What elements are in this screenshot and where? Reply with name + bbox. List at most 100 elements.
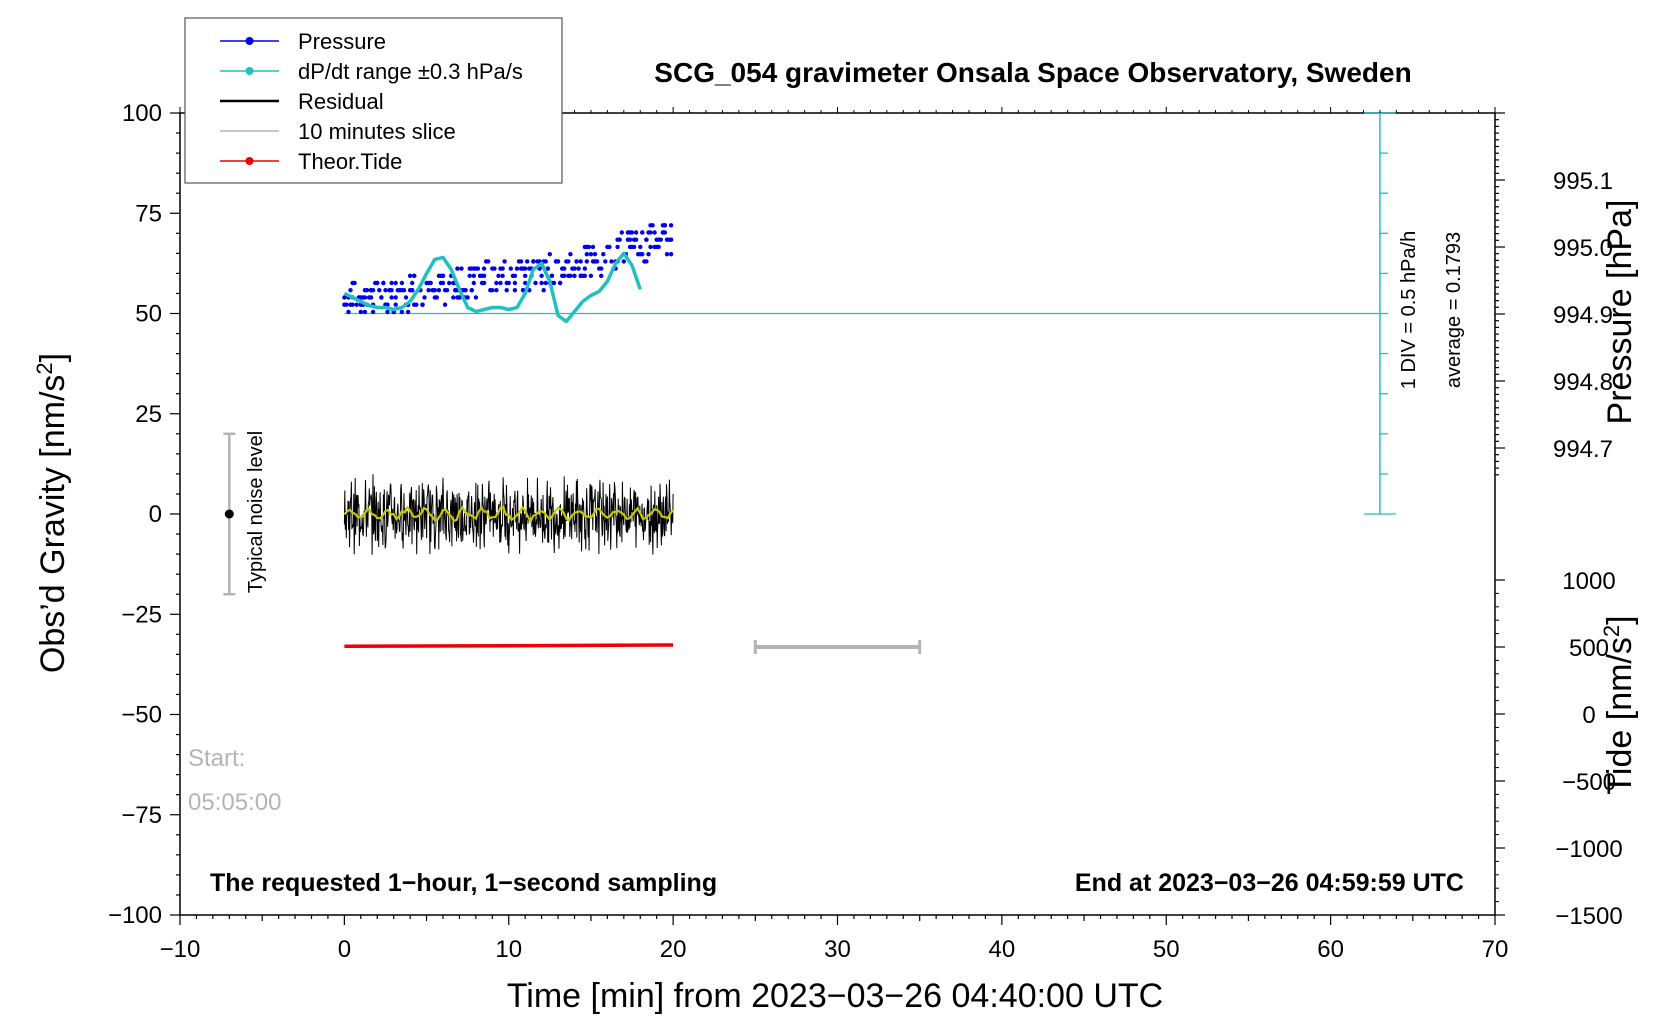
pressure-point [381, 280, 386, 286]
pressure-point [410, 288, 415, 293]
tide-axis-title: Tide [nm/s2] [1599, 615, 1639, 794]
pressure-point [403, 295, 409, 300]
pressure-point [646, 252, 651, 257]
y-left-tick-label: −25 [121, 601, 162, 628]
pressure-point [498, 280, 503, 286]
pressure-point [364, 288, 370, 293]
pressure-point [586, 244, 592, 250]
pressure-point [500, 266, 505, 271]
pressure-point [512, 280, 518, 286]
left-axis-title-close: ] [34, 353, 72, 362]
pressure-point [644, 259, 649, 264]
pressure-point [414, 302, 419, 307]
pressure-point [584, 259, 589, 264]
pressure-point [455, 266, 460, 271]
pressure-point [502, 259, 507, 264]
left-axis-title-sup: 2 [32, 362, 57, 374]
pressure-point [481, 266, 487, 271]
pressure-point [494, 288, 499, 293]
pressure-point [401, 288, 407, 293]
pressure-point [662, 230, 668, 235]
pressure-point [601, 252, 606, 257]
pressure-point [344, 302, 349, 307]
pressure-point [541, 288, 546, 293]
x-tick-label: 0 [338, 936, 351, 963]
legend-label: dP/dt range ±0.3 hPa/s [298, 59, 523, 84]
legend: Pressure dP/dt range ±0.3 hPa/s Residual 10… [184, 17, 563, 184]
pressure-point [590, 244, 596, 250]
pressure-point [562, 273, 567, 278]
noise-bar-center [224, 509, 234, 519]
pressure-point [531, 259, 536, 264]
pressure-point [650, 223, 655, 228]
pressure-point [574, 259, 579, 264]
pressure-point [342, 295, 347, 300]
pressure-tick-label: 995.0 [1553, 235, 1613, 262]
pressure-point [539, 280, 544, 286]
pressure-point [368, 295, 374, 300]
pressure-point [562, 266, 567, 271]
pressure-axis-title: Pressure [hPa] [1601, 200, 1639, 425]
pressure-point [662, 223, 668, 228]
left-axis-title: Obs’d Gravity [nm/s2] [32, 353, 72, 673]
pressure-point [471, 273, 476, 278]
pressure-point [607, 244, 612, 250]
pressure-point [656, 244, 661, 250]
x-tick-label: 70 [1482, 936, 1509, 963]
legend-marker [245, 67, 254, 75]
pressure-point [568, 273, 573, 278]
tide-line [344, 643, 674, 649]
pressure-point [434, 295, 439, 300]
x-tick-label: 40 [989, 936, 1016, 963]
sampling-note: The requested 1−hour, 1−second sampling [210, 869, 717, 897]
pressure-point [354, 302, 359, 307]
pressure-point [638, 244, 643, 250]
pressure-point [346, 309, 351, 315]
legend-marker [245, 37, 254, 45]
pressure-point [370, 288, 376, 293]
pressure-point [572, 273, 577, 278]
pressure-point [603, 259, 608, 264]
pressure-point [393, 280, 398, 286]
pressure-point [473, 295, 479, 300]
pressure-point [640, 252, 645, 257]
pressure-point [352, 280, 357, 286]
pressure-point [615, 244, 620, 250]
pressure-point [432, 288, 437, 293]
scale-avg-label: average = 0.1793 [1443, 232, 1465, 388]
pressure-point [465, 295, 470, 300]
pressure-point [426, 288, 431, 293]
tide-tick-label: −1500 [1555, 903, 1622, 930]
pressure-point [469, 288, 474, 293]
pressure-point [379, 295, 384, 300]
pressure-point [514, 266, 520, 271]
pressure-point [640, 230, 645, 235]
pressure-point [648, 244, 653, 250]
pressure-tick-label: 994.8 [1553, 369, 1613, 396]
pressure-point [504, 288, 509, 293]
pressure-point [459, 266, 464, 271]
pressure-point [582, 266, 587, 271]
x-axis-title: Time [min] from 2023−03−26 04:40:00 UTC [507, 977, 1163, 1015]
axis-layer: −10 0 10 20 30 40 50 60 70−100−75−50−25025507510… [108, 100, 1623, 963]
pressure-point [389, 288, 394, 293]
pressure-point [440, 273, 446, 278]
pressure-point [664, 252, 670, 257]
residual-line [343, 474, 674, 555]
start-label: Start: [188, 745, 245, 772]
pressure-point [405, 309, 411, 315]
pressure-point [543, 259, 548, 264]
pressure-point [492, 266, 497, 271]
pressure-point [399, 280, 405, 286]
y-left-tick-label: 25 [135, 401, 162, 428]
pressure-point [512, 273, 518, 278]
pressure-point [362, 295, 368, 300]
pressure-point [619, 230, 624, 235]
pressure-point [617, 237, 622, 242]
series-layer [223, 112, 1396, 654]
pressure-point [523, 273, 528, 278]
y-left-tick-label: −50 [121, 702, 162, 729]
legend-marker [245, 157, 254, 165]
y-left-tick-label: 75 [135, 200, 162, 227]
